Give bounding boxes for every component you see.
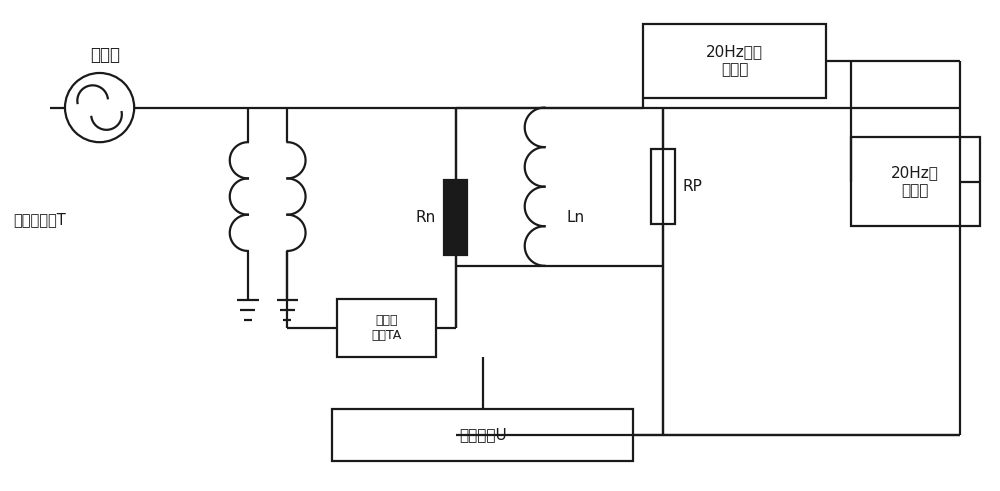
Text: RP: RP bbox=[683, 179, 703, 194]
Bar bbox=[851, 137, 980, 226]
Text: Ln: Ln bbox=[566, 210, 584, 225]
Text: 发电机: 发电机 bbox=[90, 46, 120, 64]
Bar bbox=[444, 180, 467, 255]
Text: Rn: Rn bbox=[415, 210, 436, 225]
Text: 电流互
感器TA: 电流互 感器TA bbox=[371, 314, 401, 342]
Text: 配电变压器T: 配电变压器T bbox=[14, 212, 66, 227]
Bar bbox=[651, 149, 675, 224]
Bar bbox=[332, 409, 633, 461]
Text: 20Hz带通
滤波器: 20Hz带通 滤波器 bbox=[706, 44, 763, 77]
Bar bbox=[337, 300, 436, 357]
Text: 20Hz电
源装置: 20Hz电 源装置 bbox=[891, 165, 939, 198]
Text: 保护装置U: 保护装置U bbox=[459, 427, 507, 442]
Bar bbox=[643, 24, 826, 98]
